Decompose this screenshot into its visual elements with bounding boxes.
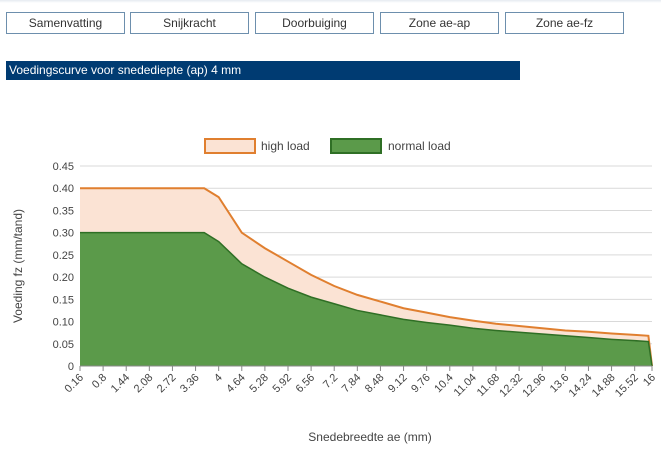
x-tick-label: 9.12	[386, 372, 410, 396]
legend-label-high-load[interactable]: high load	[261, 139, 310, 153]
y-tick-label: 0.15	[53, 294, 74, 306]
section-title: Voedingscurve voor snedediepte (ap) 4 mm	[6, 61, 520, 80]
x-tick-label: 12.96	[520, 372, 548, 400]
tab-zone-ae-fz[interactable]: Zone ae-fz	[505, 12, 624, 34]
x-tick-label: 7.84	[340, 372, 364, 396]
x-tick-label: 5.92	[270, 372, 294, 396]
x-tick-label: 12.32	[497, 372, 525, 400]
x-tick-label: 0.8	[90, 372, 109, 391]
tab-samenvatting[interactable]: Samenvatting	[6, 12, 125, 34]
x-tick-label: 1.44	[109, 372, 133, 396]
x-tick-label: 11.04	[452, 372, 479, 399]
y-tick-label: 0.35	[53, 205, 74, 217]
x-tick-label: 16	[641, 372, 658, 389]
x-tick-label: 3.36	[178, 372, 202, 396]
x-tick-label: 15.52	[613, 372, 641, 400]
x-tick-label: 4	[212, 372, 225, 385]
normal-load-line	[80, 231, 653, 367]
x-tick-label: 6.56	[294, 372, 318, 396]
y-tick-label: 0	[68, 361, 74, 373]
tab-zone-ae-ap[interactable]: Zone ae-ap	[380, 12, 499, 34]
x-tick-label: 2.08	[132, 372, 156, 396]
x-tick-label: 4.64	[224, 372, 248, 396]
high-load-line	[80, 187, 653, 367]
x-tick-label: 14.24	[567, 372, 595, 400]
y-tick-label: 0.30	[53, 228, 74, 240]
y-axis-title: Voeding fz (mm/tand)	[11, 209, 25, 323]
x-axis-title: Snedebreedte ae (mm)	[308, 430, 431, 444]
top-border	[0, 0, 661, 3]
tab-doorbuiging[interactable]: Doorbuiging	[255, 12, 374, 34]
x-tick-label: 0.16	[62, 372, 86, 396]
normal-load-area	[80, 232, 652, 366]
x-tick-label: 9.76	[409, 372, 433, 396]
x-tick-label: 8.48	[363, 372, 387, 396]
y-tick-label: 0.20	[53, 272, 74, 284]
x-tick-label: 5.28	[247, 372, 271, 396]
x-tick-label: 11.68	[475, 372, 502, 399]
legend-swatch-high-load[interactable]	[204, 138, 256, 154]
legend-swatch-normal-load[interactable]	[330, 138, 382, 154]
x-tick-label: 7.2	[321, 372, 340, 391]
tab-snijkracht[interactable]: Snijkracht	[130, 12, 249, 34]
x-tick-label: 2.72	[155, 372, 179, 396]
x-tick-label: 14.88	[590, 372, 618, 400]
y-tick-label: 0.25	[53, 250, 74, 262]
y-tick-label: 0.10	[53, 317, 74, 329]
y-tick-label: 0.40	[53, 183, 74, 195]
legend-label-normal-load[interactable]: normal load	[388, 139, 451, 153]
y-tick-label: 0.45	[53, 161, 74, 173]
y-tick-label: 0.05	[53, 339, 74, 351]
